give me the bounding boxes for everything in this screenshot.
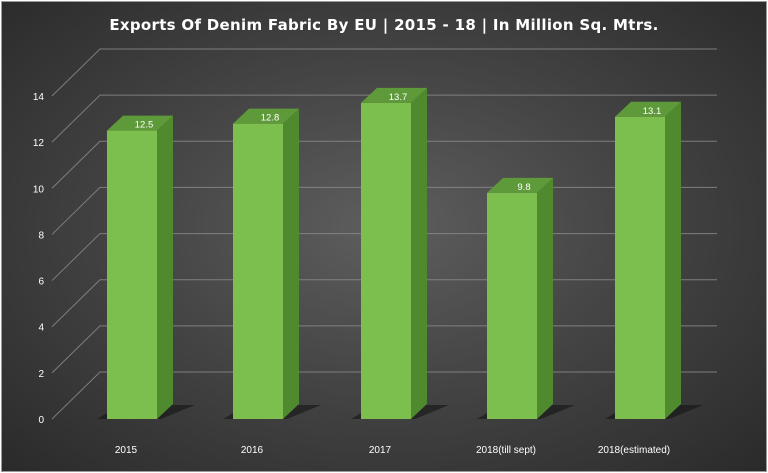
chart-title: Exports Of Denim Fabric By EU | 2015 - 1… bbox=[109, 16, 659, 34]
bar-side bbox=[665, 101, 681, 419]
bar-top bbox=[233, 108, 299, 124]
y-tick-label: 2 bbox=[38, 369, 44, 380]
bar-top bbox=[361, 87, 427, 103]
bar bbox=[361, 102, 411, 420]
bar bbox=[107, 130, 157, 419]
y-tick-label: 10 bbox=[33, 184, 45, 195]
data-labels: 12.5 12.8 13.7 9.8 13.1 bbox=[135, 92, 662, 193]
y-tick-label: 12 bbox=[33, 138, 45, 149]
x-tick-label: 2016 bbox=[241, 445, 264, 456]
gridline bbox=[51, 94, 717, 143]
y-axis-ticks: 0 2 4 6 8 10 12 14 bbox=[33, 92, 45, 426]
data-label: 13.7 bbox=[389, 92, 408, 103]
bar bbox=[233, 123, 283, 419]
bar-side bbox=[283, 108, 299, 419]
x-axis-ticks: 2015 2016 2017 2018(till sept) 2018(estimate… bbox=[115, 445, 670, 456]
x-tick-label: 2017 bbox=[369, 445, 392, 456]
gridline bbox=[51, 140, 717, 189]
bars bbox=[107, 87, 681, 420]
bar-top bbox=[615, 101, 681, 117]
x-tick-label: 2018(estimated) bbox=[598, 445, 670, 456]
bar-side bbox=[411, 87, 427, 420]
bar bbox=[487, 192, 537, 419]
data-label: 12.5 bbox=[135, 120, 154, 131]
y-tick-label: 8 bbox=[38, 230, 44, 241]
data-label: 13.1 bbox=[643, 106, 662, 117]
x-tick-label: 2015 bbox=[115, 445, 138, 456]
data-label: 12.8 bbox=[261, 113, 280, 124]
bar-side bbox=[537, 177, 553, 419]
bar bbox=[615, 116, 665, 419]
bar-top bbox=[107, 115, 173, 131]
bar-top bbox=[487, 177, 553, 193]
bar-side bbox=[157, 115, 173, 419]
y-tick-label: 14 bbox=[33, 92, 45, 103]
gridline bbox=[51, 48, 717, 97]
y-tick-label: 6 bbox=[38, 277, 44, 288]
y-tick-label: 4 bbox=[38, 323, 44, 334]
data-label: 9.8 bbox=[517, 182, 530, 193]
x-tick-label: 2018(till sept) bbox=[476, 445, 536, 456]
y-tick-label: 0 bbox=[38, 415, 44, 426]
